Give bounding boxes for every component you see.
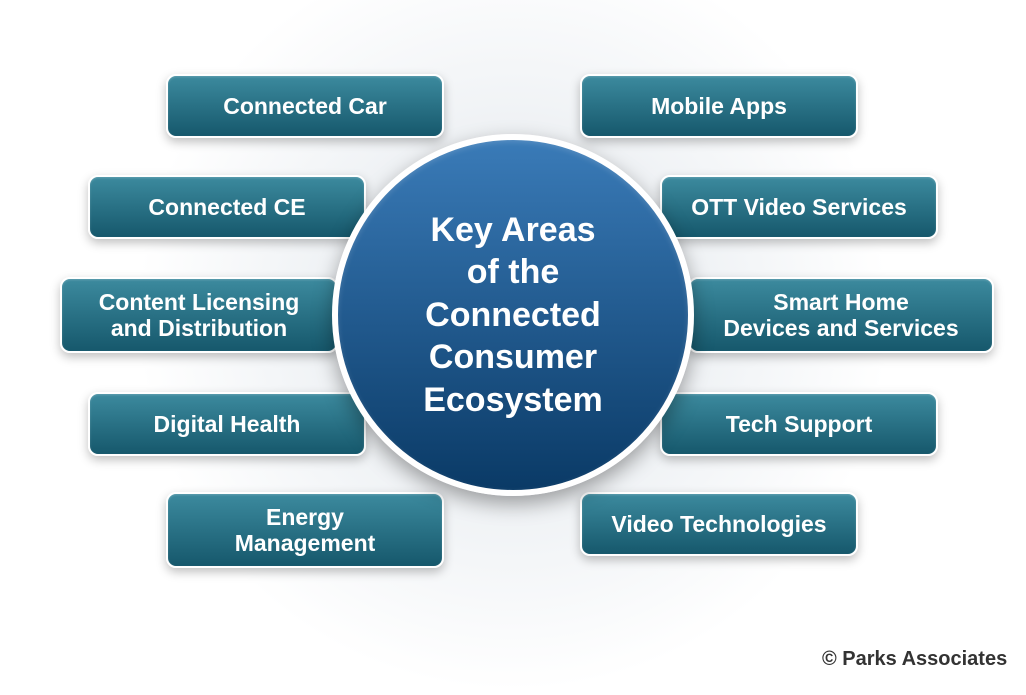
box-digital-health: Digital Health <box>88 392 366 456</box>
box-label: EnergyManagement <box>235 504 376 557</box>
box-label: OTT Video Services <box>691 194 907 220</box>
credit-text: © Parks Associates <box>822 648 1007 671</box>
box-energy-management: EnergyManagement <box>166 492 444 568</box>
box-content-licensing: Content Licensingand Distribution <box>60 277 338 353</box>
diagram-canvas: Connected Car Connected CE Content Licensi… <box>0 0 1026 687</box>
box-label: Content Licensingand Distribution <box>99 289 300 342</box>
box-connected-ce: Connected CE <box>88 175 366 239</box>
center-hub: Key Areasof theConnectedConsumerEcosyste… <box>332 134 694 496</box>
box-label: Video Technologies <box>611 511 826 537</box>
box-mobile-apps: Mobile Apps <box>580 74 858 138</box>
box-tech-support: Tech Support <box>660 392 938 456</box>
box-label: Smart HomeDevices and Services <box>723 289 958 342</box>
box-label: Digital Health <box>154 411 301 437</box>
box-label: Tech Support <box>726 411 873 437</box>
box-label: Connected CE <box>148 194 305 220</box>
box-video-tech: Video Technologies <box>580 492 858 556</box>
box-smart-home: Smart HomeDevices and Services <box>688 277 994 353</box>
center-hub-text: Key Areasof theConnectedConsumerEcosyste… <box>393 209 633 422</box>
box-ott-video: OTT Video Services <box>660 175 938 239</box>
box-label: Mobile Apps <box>651 93 787 119</box>
box-label: Connected Car <box>223 93 387 119</box>
box-connected-car: Connected Car <box>166 74 444 138</box>
